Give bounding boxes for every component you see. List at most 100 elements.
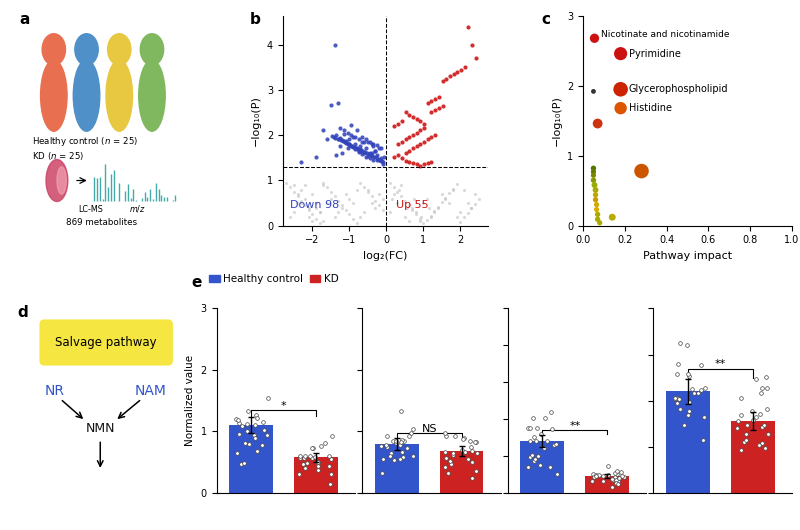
Point bbox=[534, 461, 546, 469]
Point bbox=[670, 370, 683, 379]
Point bbox=[370, 153, 382, 162]
Point bbox=[325, 188, 338, 196]
Point bbox=[458, 186, 470, 194]
Point bbox=[257, 418, 270, 426]
Point bbox=[433, 104, 446, 112]
Point bbox=[384, 208, 397, 216]
Point bbox=[339, 138, 352, 146]
Point bbox=[591, 210, 604, 219]
Point bbox=[357, 147, 370, 155]
Point bbox=[331, 134, 344, 143]
Point bbox=[338, 126, 350, 135]
Point bbox=[301, 459, 314, 467]
Point bbox=[367, 139, 380, 148]
Point bbox=[335, 201, 348, 209]
Point bbox=[321, 135, 334, 143]
Bar bbox=[666, 392, 710, 493]
Point bbox=[422, 158, 434, 167]
Point bbox=[602, 462, 614, 471]
Point bbox=[614, 49, 627, 58]
Point bbox=[734, 393, 747, 402]
Point bbox=[753, 440, 766, 449]
Point bbox=[469, 190, 482, 198]
Point bbox=[526, 413, 539, 422]
Point bbox=[429, 95, 442, 103]
Point bbox=[242, 407, 254, 416]
Point bbox=[682, 369, 694, 378]
Point bbox=[762, 429, 774, 438]
Point bbox=[359, 153, 372, 161]
Point bbox=[394, 440, 407, 449]
Point bbox=[394, 181, 407, 189]
Point bbox=[754, 389, 767, 398]
Point bbox=[302, 206, 315, 214]
Bar bbox=[730, 421, 774, 493]
Text: NS: NS bbox=[422, 423, 437, 434]
Point bbox=[262, 394, 274, 402]
Bar bbox=[375, 444, 418, 493]
Point bbox=[425, 158, 438, 166]
Point bbox=[341, 144, 354, 152]
Point bbox=[365, 139, 378, 148]
Point bbox=[523, 453, 536, 461]
Point bbox=[610, 470, 623, 479]
Point bbox=[248, 421, 261, 429]
Point bbox=[318, 438, 331, 447]
Point bbox=[597, 472, 610, 481]
Point bbox=[287, 208, 300, 216]
Point bbox=[338, 137, 350, 145]
Point bbox=[425, 97, 438, 105]
Point bbox=[333, 135, 346, 144]
Point bbox=[390, 439, 402, 447]
Point bbox=[682, 372, 695, 380]
Point bbox=[236, 421, 249, 430]
Point bbox=[392, 119, 405, 128]
Point bbox=[356, 137, 369, 146]
Point bbox=[387, 436, 400, 445]
Point bbox=[408, 195, 421, 203]
Point bbox=[618, 472, 630, 481]
Point bbox=[322, 452, 335, 460]
Point bbox=[365, 149, 378, 157]
Point bbox=[363, 154, 376, 163]
Point bbox=[586, 470, 599, 478]
Point bbox=[323, 462, 336, 470]
Point bbox=[730, 423, 743, 432]
Point bbox=[534, 429, 547, 438]
Point bbox=[314, 208, 326, 216]
Point bbox=[256, 441, 269, 449]
Ellipse shape bbox=[46, 160, 68, 201]
Point bbox=[238, 458, 250, 467]
Bar bbox=[230, 425, 273, 493]
Point bbox=[241, 427, 254, 435]
Point bbox=[251, 414, 264, 422]
Text: *: * bbox=[281, 401, 286, 411]
Point bbox=[395, 448, 408, 457]
Point bbox=[435, 198, 448, 206]
Point bbox=[740, 430, 753, 438]
Point bbox=[462, 209, 474, 217]
Point bbox=[250, 447, 263, 455]
Point bbox=[671, 360, 684, 369]
Point bbox=[362, 188, 374, 196]
Point bbox=[341, 139, 354, 148]
Point bbox=[358, 148, 371, 156]
Point bbox=[233, 430, 246, 439]
Point bbox=[587, 171, 600, 180]
FancyBboxPatch shape bbox=[39, 320, 173, 366]
Point bbox=[698, 413, 710, 422]
Point bbox=[395, 407, 408, 415]
Point bbox=[387, 190, 400, 198]
Point bbox=[311, 458, 324, 466]
Point bbox=[326, 431, 338, 440]
Point bbox=[755, 384, 768, 392]
Point bbox=[522, 463, 534, 472]
Point bbox=[306, 210, 318, 218]
Point bbox=[405, 429, 418, 438]
Point bbox=[373, 190, 386, 198]
Point bbox=[354, 147, 367, 155]
Text: NR: NR bbox=[44, 384, 64, 399]
Point bbox=[614, 85, 627, 93]
Point bbox=[678, 421, 690, 429]
Point bbox=[346, 143, 359, 151]
